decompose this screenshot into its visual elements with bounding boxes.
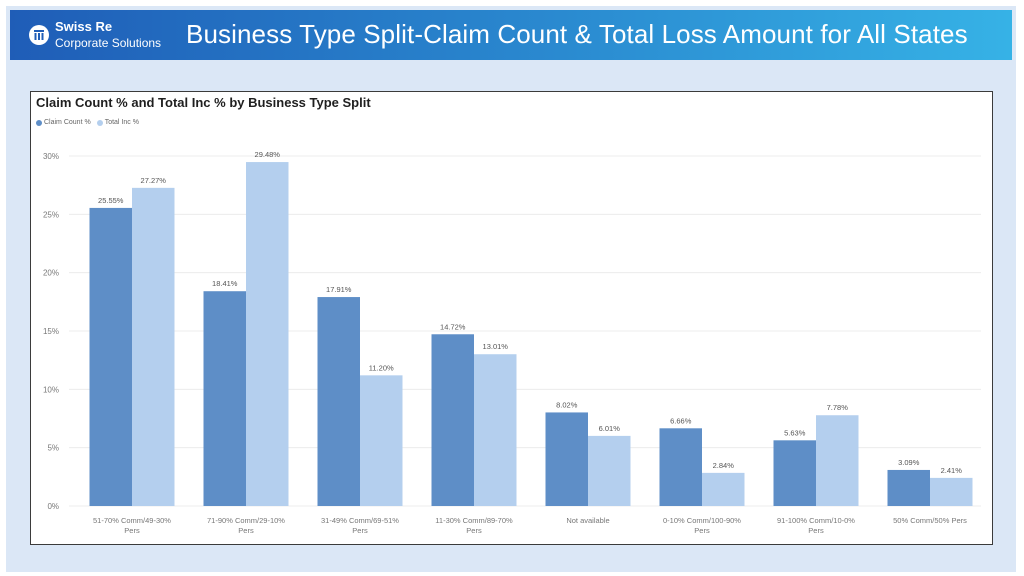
data-label: 8.02% xyxy=(556,400,578,409)
data-label: 11.20% xyxy=(369,363,394,372)
y-tick-label: 30% xyxy=(43,152,59,161)
x-tick-label: 51-70% Comm/49-30% xyxy=(93,516,171,525)
brand-block: Swiss Re Corporate Solutions xyxy=(55,20,161,49)
data-label: 18.41% xyxy=(212,279,238,288)
bar-chart-plot: 0% 5% 10% 15% 20% 25% 30% 25.55% 27.27% 51-70% Co… xyxy=(43,150,981,535)
x-tick-label: Pers xyxy=(808,526,824,535)
x-tick-label: 91-100% Comm/10-0% xyxy=(777,516,855,525)
data-label: 27.27% xyxy=(141,176,167,185)
data-label: 13.01% xyxy=(483,342,509,351)
x-tick-label: 71-90% Comm/29-10% xyxy=(207,516,285,525)
chart-legend: Claim Count % Total Inc % xyxy=(36,119,139,126)
x-tick-label: Pers xyxy=(352,526,368,535)
legend-item-claim-count[interactable]: Claim Count % xyxy=(36,119,91,126)
data-label: 25.55% xyxy=(98,196,124,205)
bar[interactable] xyxy=(132,187,175,506)
bar[interactable] xyxy=(659,428,703,506)
y-tick-label: 25% xyxy=(43,210,59,219)
bar[interactable] xyxy=(887,469,931,506)
y-tick-label: 5% xyxy=(47,444,59,453)
x-tick-label: 0-10% Comm/100-90% xyxy=(663,516,741,525)
data-label: 17.91% xyxy=(326,285,352,294)
bar[interactable] xyxy=(246,162,289,507)
y-tick-label: 20% xyxy=(43,269,59,278)
bar[interactable] xyxy=(431,334,475,506)
slide-background: Swiss Re Corporate Solutions Business Ty… xyxy=(6,6,1016,572)
x-tick-label: 11-30% Comm/89-70% xyxy=(435,516,513,525)
bar[interactable] xyxy=(545,412,589,506)
y-tick-label: 15% xyxy=(43,327,59,336)
bar[interactable] xyxy=(773,440,817,506)
chart-panel[interactable]: Claim Count % and Total Inc % by Busines… xyxy=(30,91,993,545)
legend-label-total-inc: Total Inc % xyxy=(104,119,139,126)
data-label: 3.09% xyxy=(898,458,920,467)
chart-title: Claim Count % and Total Inc % by Busines… xyxy=(36,95,371,110)
legend-label-claim-count: Claim Count % xyxy=(44,119,91,126)
bar[interactable] xyxy=(317,297,361,506)
x-tick-label: Pers xyxy=(238,526,254,535)
bar[interactable] xyxy=(360,375,403,506)
legend-item-total-inc[interactable]: Total Inc % xyxy=(96,119,139,126)
legend-swatch-total-inc xyxy=(96,119,103,126)
y-tick-label: 10% xyxy=(43,385,59,394)
x-tick-label: Not available xyxy=(566,516,609,525)
bar[interactable] xyxy=(930,477,973,506)
data-label: 5.63% xyxy=(784,428,806,437)
x-tick-label: Pers xyxy=(124,526,140,535)
x-tick-label: 50% Comm/50% Pers xyxy=(893,516,967,525)
bar[interactable] xyxy=(702,472,745,506)
data-label: 2.41% xyxy=(941,466,963,475)
data-label: 6.01% xyxy=(599,424,621,433)
bar[interactable] xyxy=(588,435,631,506)
bar[interactable] xyxy=(474,354,517,506)
header-bar: Swiss Re Corporate Solutions Business Ty… xyxy=(10,10,1012,60)
data-label: 6.66% xyxy=(670,416,692,425)
data-label: 14.72% xyxy=(440,322,466,331)
legend-swatch-claim-count xyxy=(36,119,42,126)
bar[interactable] xyxy=(203,291,247,506)
y-tick-label: 0% xyxy=(47,502,59,511)
x-tick-label: 31-49% Comm/69-51% xyxy=(321,516,399,525)
data-label: 29.48% xyxy=(255,150,281,159)
bar[interactable] xyxy=(816,415,859,506)
brand-subtitle: Corporate Solutions xyxy=(55,36,162,50)
swiss-re-logo-icon xyxy=(29,25,49,45)
brand-name: Swiss Re xyxy=(55,19,113,34)
data-label: 7.78% xyxy=(827,403,849,412)
x-tick-label: Pers xyxy=(466,526,482,535)
data-label: 2.84% xyxy=(713,461,735,470)
page-title: Business Type Split-Claim Count & Total … xyxy=(186,19,968,49)
x-tick-label: Pers xyxy=(694,526,710,535)
bar[interactable] xyxy=(89,207,133,506)
